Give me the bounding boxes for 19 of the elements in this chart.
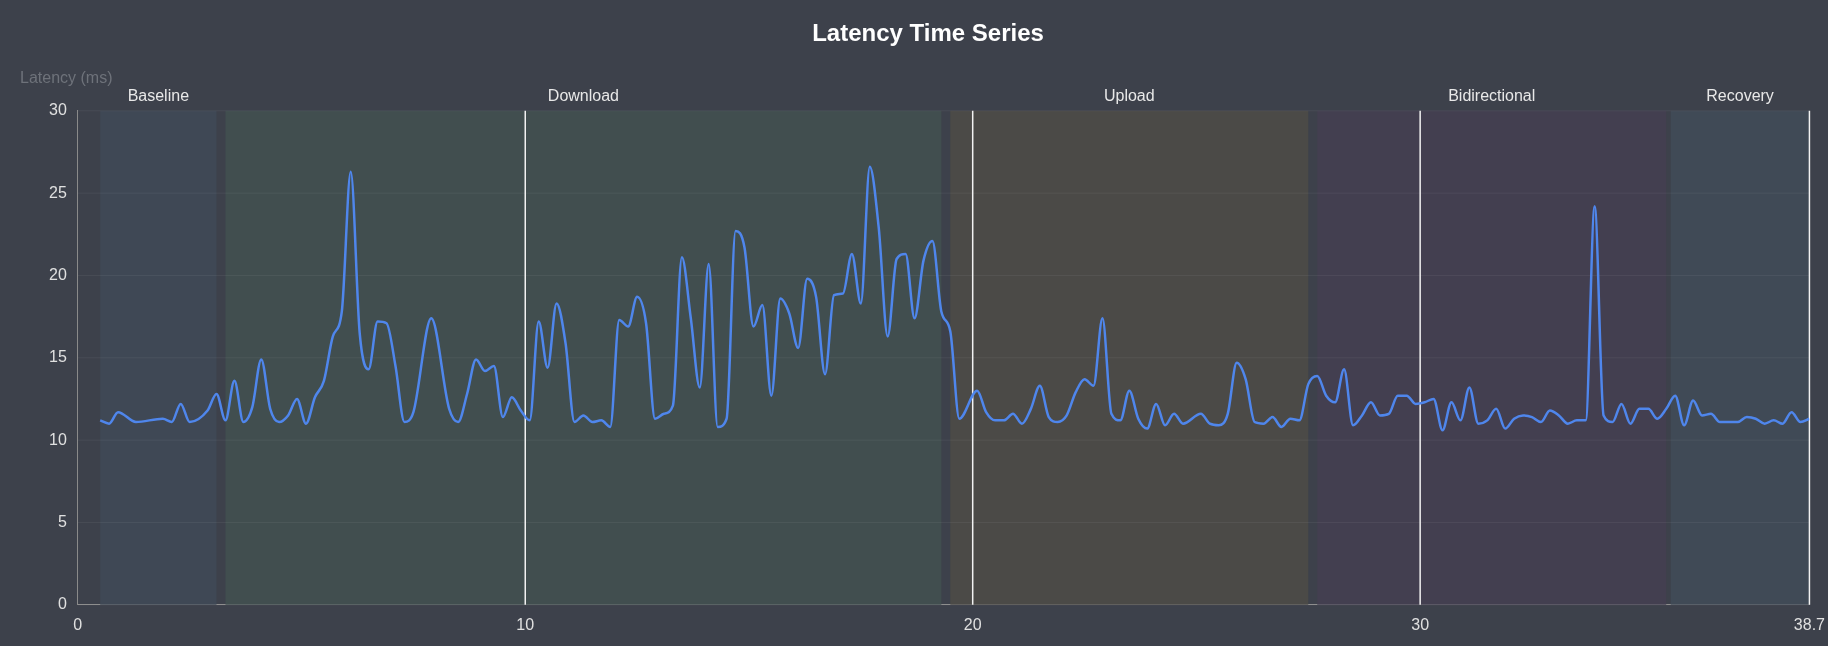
x-tick-label: 0 — [73, 615, 83, 633]
band-label: Download — [547, 87, 619, 105]
y-tick-label: 5 — [57, 512, 67, 530]
x-tick-label: 38.7 — [1793, 615, 1826, 633]
band-label: Baseline — [127, 87, 190, 105]
y-tick-label: 20 — [49, 265, 67, 283]
x-tick-label: 10 — [516, 615, 535, 633]
y-tick-label: 30 — [49, 101, 67, 119]
x-tick-label: 20 — [963, 615, 982, 633]
x-tick-label: 30 — [1411, 615, 1430, 633]
y-tick-label: 15 — [49, 348, 67, 366]
y-tick-label: 10 — [49, 430, 67, 448]
band-label: Bidirectional — [1448, 87, 1536, 105]
y-tick-label: 0 — [57, 595, 67, 613]
line-series — [98, 165, 1810, 432]
band-label: Recovery — [1706, 87, 1774, 105]
y-tick-label: 25 — [49, 183, 67, 201]
band-label: Upload — [1103, 87, 1155, 105]
chart-title: Latency Time Series — [812, 19, 1044, 47]
